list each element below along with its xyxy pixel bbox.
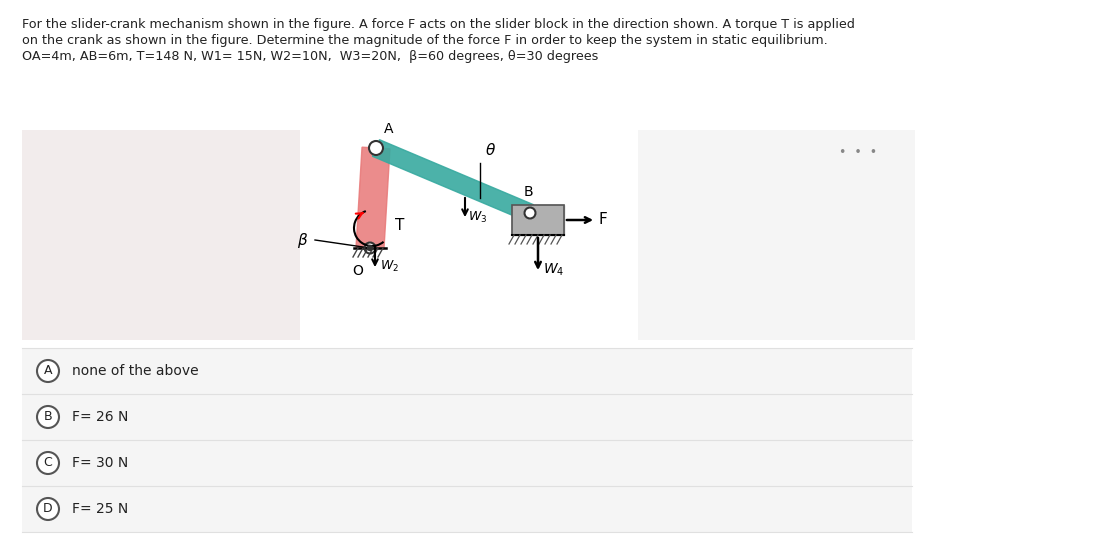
Text: A: A [43, 364, 52, 377]
Text: $W_4$: $W_4$ [543, 262, 564, 278]
Text: $W_2$: $W_2$ [380, 258, 398, 273]
Text: O: O [353, 264, 364, 278]
Text: none of the above: none of the above [72, 364, 198, 378]
Bar [512, 205, 564, 235]
Bar [512, 205, 564, 235]
Bar [22, 394, 912, 440]
Text: $\theta$: $\theta$ [485, 142, 496, 158]
Text: F= 30 N: F= 30 N [72, 456, 128, 470]
Circle shape [37, 498, 59, 520]
Circle shape [37, 406, 59, 428]
Polygon shape [356, 147, 390, 249]
Bar [22, 348, 912, 394]
Circle shape [524, 207, 535, 219]
Polygon shape [373, 140, 533, 221]
Circle shape [37, 452, 59, 474]
Circle shape [37, 360, 59, 382]
Text: B: B [43, 411, 52, 423]
Text: B: B [523, 185, 533, 199]
Text: T: T [395, 219, 405, 234]
Text: F= 26 N: F= 26 N [72, 410, 128, 424]
Circle shape [364, 242, 375, 254]
Text: F: F [599, 212, 608, 227]
Text: $\beta$: $\beta$ [297, 230, 308, 249]
Text: F= 25 N: F= 25 N [72, 502, 128, 516]
Text: For the slider-crank mechanism shown in the figure. A force F acts on the slider: For the slider-crank mechanism shown in … [22, 18, 855, 31]
Text: C: C [43, 457, 52, 470]
Text: D: D [43, 503, 52, 516]
Circle shape [370, 141, 383, 155]
Text: on the crank as shown in the figure. Determine the magnitude of the force F in o: on the crank as shown in the figure. Det… [22, 34, 828, 47]
Text: OA=4m, AB=6m, T=148 N, W1= 15N, W2=10N,  W3=20N,  β=60 degrees, θ=30 degrees: OA=4m, AB=6m, T=148 N, W1= 15N, W2=10N, … [22, 50, 599, 63]
Text: A: A [384, 122, 394, 136]
Text: •  •  •: • • • [839, 145, 877, 159]
Text: $W_3$: $W_3$ [467, 210, 487, 225]
Bar [22, 130, 301, 340]
Circle shape [367, 245, 373, 250]
Bar [22, 440, 912, 486]
Bar [638, 130, 915, 340]
Bar [22, 486, 912, 532]
